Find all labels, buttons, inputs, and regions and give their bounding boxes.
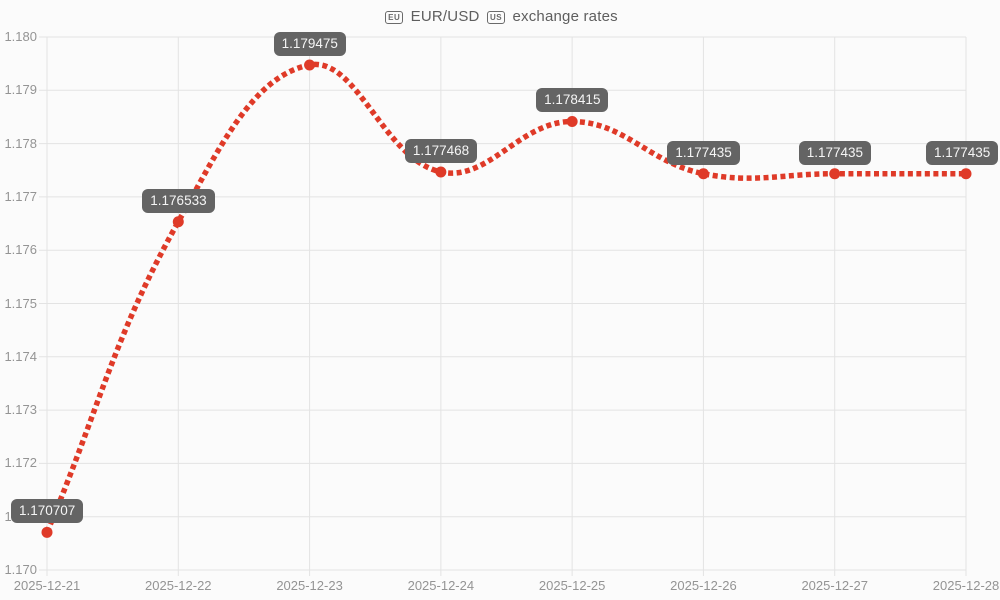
series-line	[44, 61, 966, 534]
data-point-marker	[41, 526, 53, 538]
data-point-marker	[566, 115, 578, 127]
data-point-marker	[960, 168, 972, 180]
chart-title: EU EUR/USD US exchange rates	[0, 8, 1000, 25]
data-point-marker	[172, 216, 184, 228]
title-pair-text: EUR/USD	[410, 8, 480, 25]
us-flag-icon: US	[486, 11, 506, 24]
data-point-marker	[304, 59, 316, 71]
eu-flag-icon: EU	[385, 11, 404, 24]
data-point-marker	[829, 168, 841, 180]
title-suffix-text: exchange rates	[512, 8, 618, 25]
data-point-marker	[697, 168, 709, 180]
data-point-marker	[435, 166, 447, 178]
